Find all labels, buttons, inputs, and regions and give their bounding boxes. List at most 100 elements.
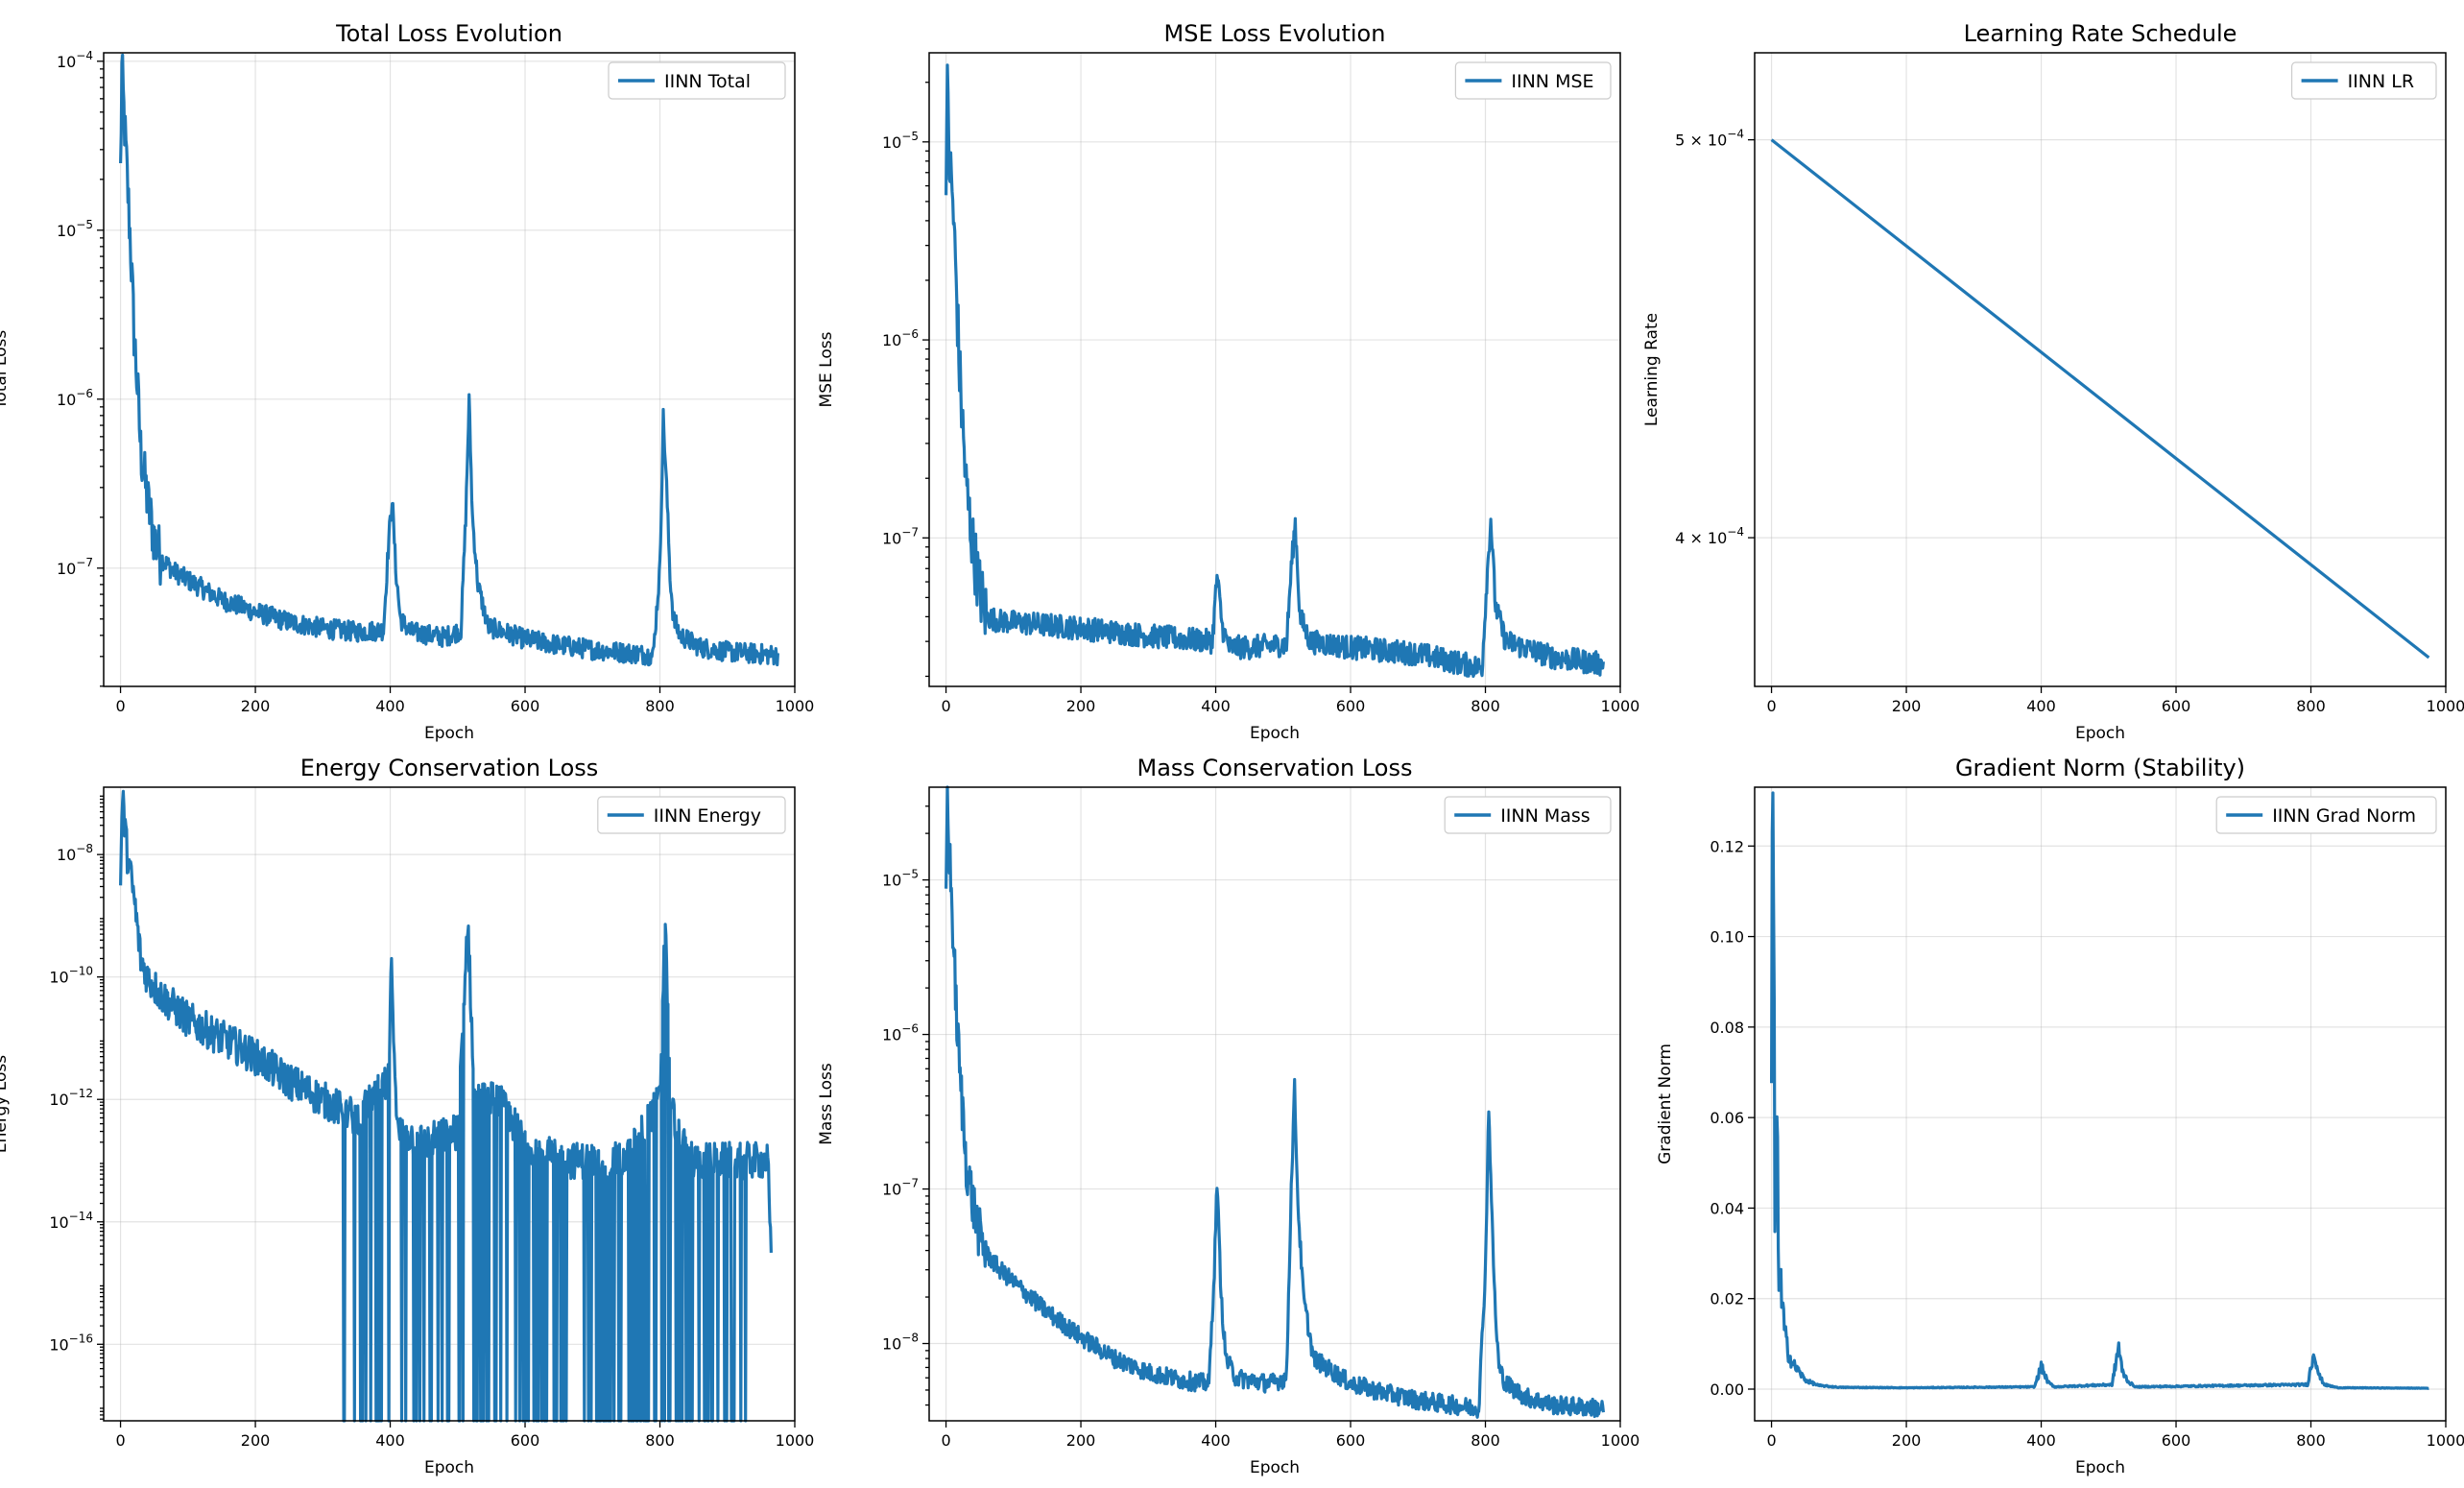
x-tick-label: 400	[2026, 697, 2056, 715]
x-tick-label: 1000	[1601, 1431, 1640, 1450]
series-line	[1770, 138, 2430, 660]
legend-label: IINN Total	[664, 71, 751, 92]
x-tick-label: 400	[375, 1431, 405, 1450]
legend-box	[1444, 796, 1612, 834]
y-tick-label: 0.00	[1710, 1380, 1744, 1399]
x-tick-label: 200	[241, 697, 271, 715]
chart-title: MSE Loss Evolution	[1164, 20, 1386, 47]
subplot-5: 0 200 400 600 800 1000 10−5 10−6 10−7 10−8 Mass Co…	[817, 755, 1639, 1477]
y-tick-label: 0.08	[1710, 1019, 1744, 1037]
y-tick-label: 10−8	[57, 842, 93, 864]
y-tick-label: 10−6	[882, 1022, 919, 1044]
x-tick-label: 400	[1201, 1431, 1231, 1450]
x-tick-label: 800	[645, 1431, 675, 1450]
legend-label: IINN Energy	[654, 805, 761, 827]
legend-box	[597, 796, 786, 834]
y-tick-label: 0.06	[1710, 1109, 1744, 1127]
subplot-3: 0 200 400 600 800 1000 5 × 10−4 4 × 10−4 Learnin…	[1642, 20, 2464, 743]
y-tick-label: 10−12	[49, 1087, 93, 1109]
subplot-1: 0 200 400 600 800 1000 10−4 10−5 10−6 10−7 Total L…	[0, 20, 814, 743]
x-tick-label: 400	[375, 697, 405, 715]
y-tick-label: 10−7	[57, 556, 93, 578]
y-axis-label: Gradient Norm	[1656, 1044, 1675, 1164]
x-tick-label: 600	[2162, 697, 2191, 715]
x-tick-label: 0	[1766, 697, 1776, 715]
x-axis-label: Epoch	[424, 724, 474, 743]
y-tick-label: 10−7	[882, 525, 919, 547]
x-axis-label: Epoch	[2075, 724, 2125, 743]
x-tick-label: 200	[1892, 1431, 1922, 1450]
y-tick-label: 10−4	[57, 49, 93, 71]
x-tick-label: 200	[1892, 697, 1922, 715]
axes-frame	[103, 786, 796, 1422]
axes-frame	[1754, 52, 2447, 687]
y-axis-label: Energy Loss	[0, 1055, 11, 1153]
y-tick-label: 10−5	[882, 130, 919, 152]
x-tick-label: 1000	[776, 697, 815, 715]
y-tick-label: 10−10	[49, 965, 93, 987]
x-tick-label: 600	[511, 1431, 540, 1450]
chart-title: Total Loss Evolution	[335, 20, 562, 47]
x-tick-label: 800	[645, 697, 675, 715]
y-tick-label: 4 × 10−4	[1675, 525, 1744, 547]
x-tick-label: 200	[1066, 1431, 1096, 1450]
y-axis-label: MSE Loss	[817, 331, 836, 407]
x-axis-label: Epoch	[2075, 1458, 2125, 1477]
x-tick-label: 1000	[776, 1431, 815, 1450]
chart-title: Mass Conservation Loss	[1137, 755, 1413, 781]
x-tick-label: 0	[941, 1431, 950, 1450]
series-line	[119, 53, 779, 667]
axes-frame	[1754, 786, 2447, 1422]
x-tick-label: 1000	[2427, 697, 2464, 715]
x-tick-label: 800	[1471, 1431, 1500, 1450]
y-tick-label: 10−7	[882, 1177, 919, 1199]
legend-label: IINN Grad Norm	[2272, 805, 2416, 827]
legend-label: IINN Mass	[1500, 805, 1591, 827]
y-tick-label: 10−5	[57, 218, 93, 240]
legend-box	[2215, 796, 2437, 834]
x-tick-label: 200	[241, 1431, 271, 1450]
axes-frame	[928, 786, 1621, 1422]
subplot-2: 0 200 400 600 800 1000 10−5 10−6 10−7 MSE Loss Ev…	[817, 20, 1639, 743]
x-tick-label: 400	[2026, 1431, 2056, 1450]
y-tick-label: 0.10	[1710, 928, 1744, 947]
x-axis-label: Epoch	[1250, 724, 1300, 743]
x-tick-label: 1000	[2427, 1431, 2464, 1450]
x-tick-label: 600	[2162, 1431, 2191, 1450]
x-tick-label: 600	[1336, 697, 1366, 715]
subplot-4: 0 200 400 600 800 1000 10−8 10−10 10−12 10−14 10−1…	[0, 755, 814, 1477]
y-tick-label: 10−8	[882, 1332, 919, 1354]
y-tick-label: 0.02	[1710, 1290, 1744, 1308]
series-line	[1770, 791, 2430, 1390]
chart-title: Gradient Norm (Stability)	[1955, 755, 2245, 781]
x-tick-label: 0	[115, 697, 125, 715]
legend-label: IINN MSE	[1511, 71, 1593, 92]
legend-box	[608, 61, 786, 100]
y-tick-label: 10−6	[882, 327, 919, 349]
x-axis-label: Epoch	[424, 1458, 474, 1477]
legend-label: IINN LR	[2348, 71, 2414, 92]
x-tick-label: 600	[511, 697, 540, 715]
x-tick-label: 0	[1766, 1431, 1776, 1450]
x-tick-label: 600	[1336, 1431, 1366, 1450]
chart-title: Learning Rate Schedule	[1964, 20, 2237, 47]
chart-title: Energy Conservation Loss	[300, 755, 599, 781]
x-tick-label: 800	[1471, 697, 1500, 715]
y-tick-label: 10−16	[49, 1332, 93, 1354]
y-axis-label: Learning Rate	[1642, 313, 1662, 426]
x-tick-label: 1000	[1601, 697, 1640, 715]
x-tick-label: 800	[2296, 1431, 2326, 1450]
series-line	[945, 785, 1605, 1419]
y-tick-label: 0.04	[1710, 1199, 1744, 1217]
x-tick-label: 0	[115, 1431, 125, 1450]
x-tick-label: 0	[941, 697, 950, 715]
x-tick-label: 800	[2296, 697, 2326, 715]
y-tick-label: 10−5	[882, 868, 919, 890]
y-tick-label: 10−6	[57, 387, 93, 409]
y-axis-label: Total Loss	[0, 330, 11, 411]
y-tick-label: 5 × 10−4	[1675, 128, 1744, 150]
series-line	[945, 63, 1605, 679]
x-axis-label: Epoch	[1250, 1458, 1300, 1477]
axes-frame	[103, 52, 796, 687]
legend-box	[1454, 61, 1612, 100]
